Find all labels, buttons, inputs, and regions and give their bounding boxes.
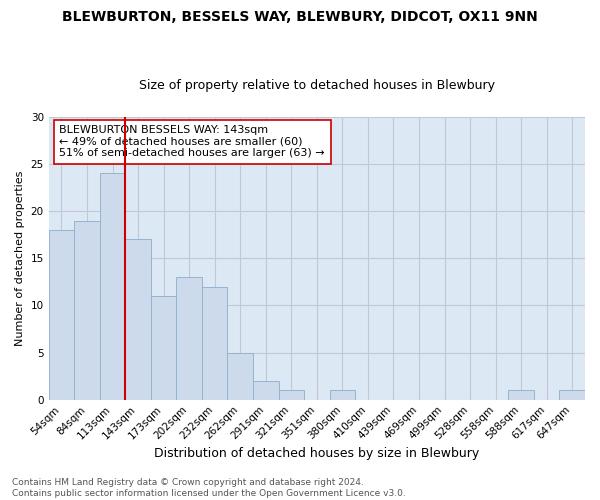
Text: BLEWBURTON, BESSELS WAY, BLEWBURY, DIDCOT, OX11 9NN: BLEWBURTON, BESSELS WAY, BLEWBURY, DIDCO… xyxy=(62,10,538,24)
Bar xyxy=(227,352,253,400)
Bar xyxy=(49,230,74,400)
Bar xyxy=(125,240,151,400)
Title: Size of property relative to detached houses in Blewbury: Size of property relative to detached ho… xyxy=(139,79,495,92)
X-axis label: Distribution of detached houses by size in Blewbury: Distribution of detached houses by size … xyxy=(154,447,479,460)
Bar xyxy=(508,390,534,400)
Bar xyxy=(329,390,355,400)
Bar xyxy=(559,390,585,400)
Bar xyxy=(100,174,125,400)
Bar xyxy=(253,381,278,400)
Bar xyxy=(151,296,176,400)
Bar xyxy=(202,286,227,400)
Bar xyxy=(74,220,100,400)
Text: BLEWBURTON BESSELS WAY: 143sqm
← 49% of detached houses are smaller (60)
51% of : BLEWBURTON BESSELS WAY: 143sqm ← 49% of … xyxy=(59,126,325,158)
Text: Contains HM Land Registry data © Crown copyright and database right 2024.
Contai: Contains HM Land Registry data © Crown c… xyxy=(12,478,406,498)
Bar xyxy=(278,390,304,400)
Bar xyxy=(176,277,202,400)
Y-axis label: Number of detached properties: Number of detached properties xyxy=(15,170,25,346)
